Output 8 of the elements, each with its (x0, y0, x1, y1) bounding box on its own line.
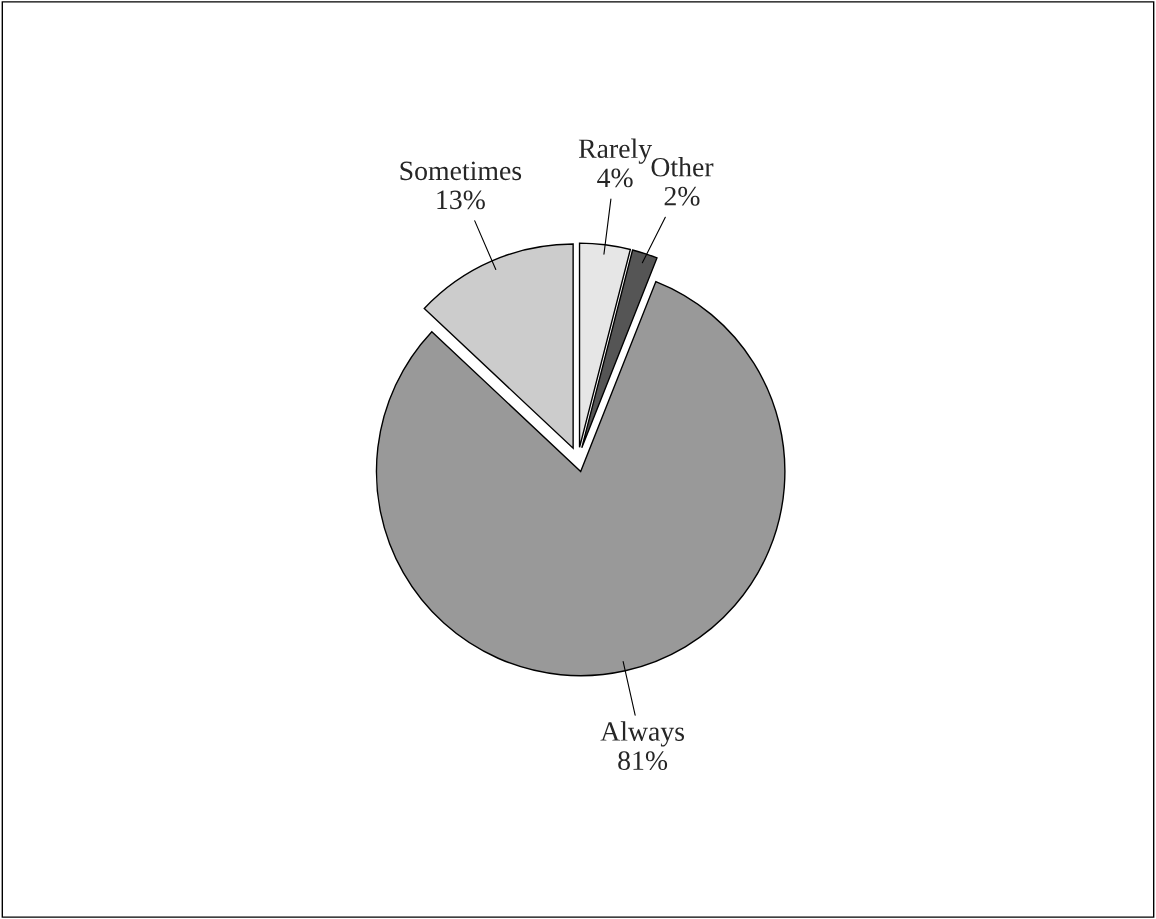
data-label: 4% (597, 168, 633, 188)
slice-label: Sometimes (400, 161, 522, 181)
slice-label: Rarely (578, 138, 653, 164)
data-label: 2% (664, 186, 700, 206)
data-label: 13% (437, 190, 485, 210)
data-label: 81% (618, 751, 668, 771)
slice-label: Always (600, 721, 685, 747)
slice-label: Other (651, 157, 714, 177)
